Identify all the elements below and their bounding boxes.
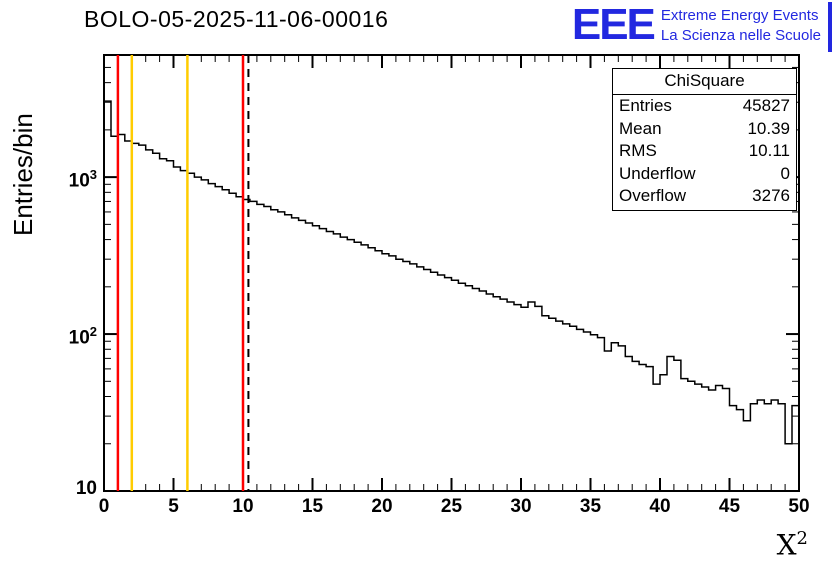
- stats-value: 45827: [742, 96, 790, 115]
- stats-value: 3276: [752, 186, 790, 205]
- stats-label: Entries: [619, 96, 672, 115]
- stats-row-overflow: Overflow 3276: [613, 185, 796, 208]
- stats-row-entries: Entries 45827: [613, 95, 796, 118]
- stats-value: 10.11: [748, 141, 790, 160]
- x-axis-label: X2: [777, 528, 808, 561]
- eee-logo-acronym: EEE: [571, 0, 656, 49]
- eee-logo-text: Extreme Energy Events La Scienza nelle S…: [661, 2, 821, 46]
- stats-label: Mean: [619, 118, 662, 138]
- eee-logo-line1: Extreme Energy Events: [660, 7, 819, 24]
- stats-box: ChiSquare Entries 45827 Mean 10.39 RMS 1…: [612, 68, 797, 211]
- x-axis-label-exponent: 2: [796, 528, 808, 549]
- stats-box-title: ChiSquare: [613, 69, 796, 95]
- stats-label: Underflow: [619, 163, 696, 183]
- plot-title: BOLO-05-2025-11-06-00016: [84, 6, 389, 32]
- stats-label: Overflow: [619, 186, 687, 205]
- stats-value: 0: [780, 163, 790, 183]
- x-axis-label-base: X: [776, 528, 797, 562]
- eee-logo-line2: La Scienza nelle Scuole: [660, 27, 821, 44]
- stats-row-underflow: Underflow 0: [613, 163, 796, 186]
- stats-row-mean: Mean 10.39: [613, 118, 796, 141]
- y-axis-label: Entries/bin: [8, 113, 38, 236]
- stats-value: 10.39: [747, 118, 790, 138]
- stats-row-rms: RMS 10.11: [613, 140, 796, 163]
- eee-logo: EEE Extreme Energy Events La Scienza nel…: [572, 2, 832, 52]
- stats-label: RMS: [619, 141, 657, 160]
